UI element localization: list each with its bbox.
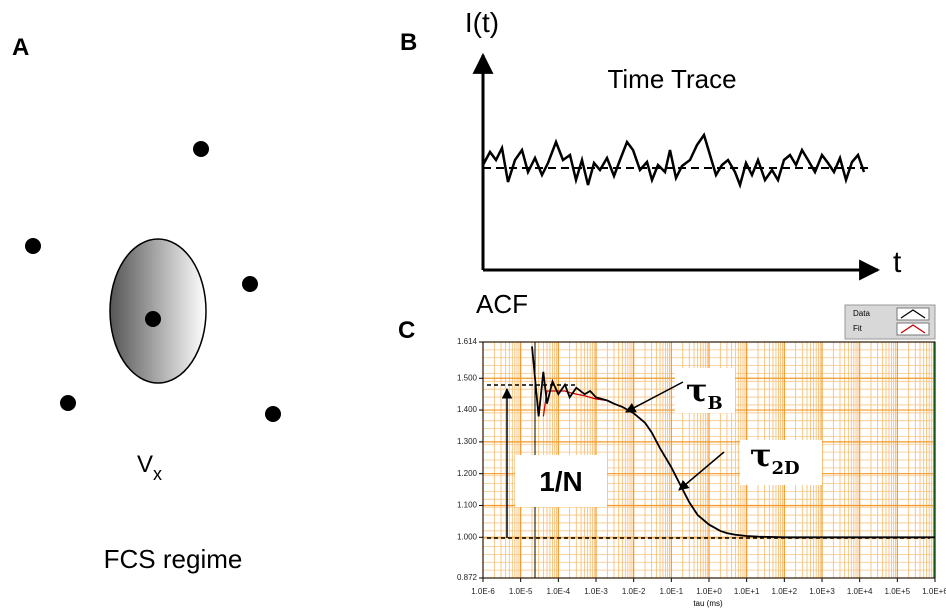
annotation-box xyxy=(740,440,822,485)
x-tick-label: 1.0E+6 xyxy=(922,587,946,596)
x-tick-label: 1.0E-3 xyxy=(584,587,608,596)
legend-swatch xyxy=(900,309,926,319)
volume-subscript: x xyxy=(153,464,162,484)
panel-label: B xyxy=(400,29,417,56)
y-tick-label: 1.300 xyxy=(457,437,478,446)
annotation-box xyxy=(515,455,607,507)
panel-title: Time Trace xyxy=(607,64,736,94)
legend-label: Fit xyxy=(853,324,863,333)
y-axis-label: I(t) xyxy=(465,7,499,38)
annotation-arrow xyxy=(678,451,725,491)
x-tick-label: 1.0E+2 xyxy=(772,587,798,596)
x-tick-label: 1.0E+5 xyxy=(885,587,911,596)
volume-symbol: V xyxy=(137,451,153,478)
y-tick-label: 1.614 xyxy=(457,337,478,346)
volume-label: Vx xyxy=(137,451,162,484)
annotation-subscript: 2D xyxy=(772,458,800,479)
x-tick-label: 1.0E-2 xyxy=(622,587,646,596)
y-tick-label: 1.100 xyxy=(457,501,478,510)
x-tick-label: 1.0E-4 xyxy=(547,587,571,596)
legend-swatch-box xyxy=(896,307,930,321)
x-tick-label: 1.0E+1 xyxy=(734,587,760,596)
y-tick-label: 1.500 xyxy=(457,373,478,382)
annotation: τ2D xyxy=(750,436,800,479)
panel-label: A xyxy=(12,34,29,61)
annotation: 1/N xyxy=(539,466,583,497)
panel-label: C xyxy=(398,317,415,344)
y-tick-label: 0.872 xyxy=(457,573,478,582)
annotation-subscript: B xyxy=(708,393,723,414)
annotation-box xyxy=(675,368,735,413)
y-axis-label: ACF xyxy=(476,289,528,319)
series-line xyxy=(531,346,935,539)
x-tick-label: 1.0E+3 xyxy=(809,587,835,596)
x-tick-label: 1.0E+0 xyxy=(696,587,722,596)
legend-swatch-box xyxy=(896,322,930,336)
annotation: τB xyxy=(686,371,723,414)
y-tick-label: 1.000 xyxy=(457,532,478,541)
y-tick-label: 1.400 xyxy=(457,405,478,414)
annotation-symbol: τ xyxy=(686,371,708,409)
caption: FCS regime xyxy=(104,544,243,574)
x-axis-label: t xyxy=(893,246,902,279)
x-tick-label: 1.0E-1 xyxy=(660,587,684,596)
plot-frame xyxy=(482,341,936,579)
legend: Data Fit xyxy=(844,304,936,340)
legend-swatch xyxy=(900,324,926,334)
particles xyxy=(25,141,281,422)
x-tick-label: 1.0E-5 xyxy=(509,587,533,596)
time-trace xyxy=(481,132,866,190)
focal-volume xyxy=(109,238,207,384)
annotation-arrow xyxy=(625,381,684,413)
y-tick-label: 1.200 xyxy=(457,469,478,478)
x-tick-label: 1.0E-6 xyxy=(471,587,495,596)
particle xyxy=(145,311,161,327)
x-tick-label: 1.0E+4 xyxy=(847,587,873,596)
x-axis-label: tau (ms) xyxy=(693,599,723,608)
annotation-symbol: τ xyxy=(750,436,772,474)
legend-label: Data xyxy=(853,309,870,318)
